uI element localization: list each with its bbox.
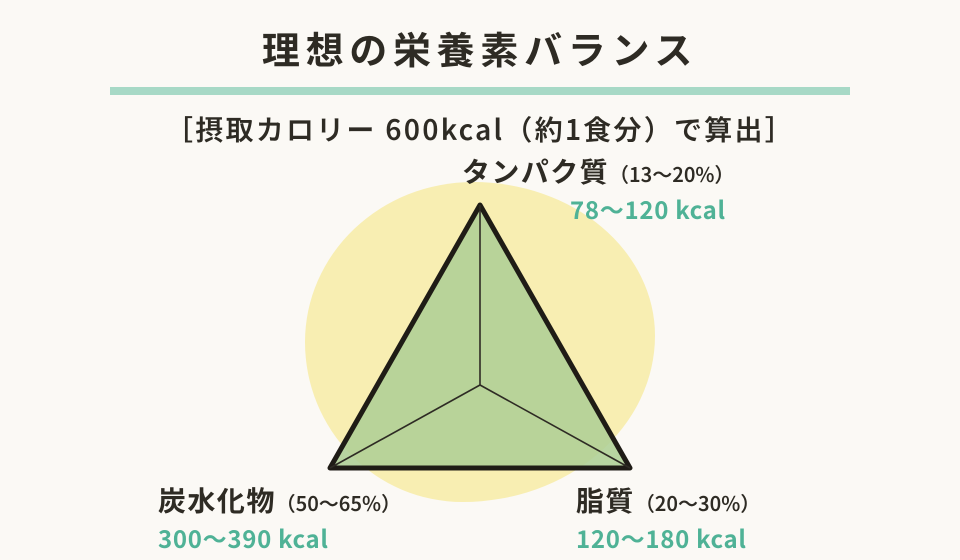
protein-pct: （13～20%） <box>609 159 734 188</box>
carb-pct: （50～65%） <box>276 488 401 517</box>
fat-pct: （20～30%） <box>635 488 760 517</box>
infographic-root: 理想の栄養素バランス ［摂取カロリー 600kcal（約1食分）で算出］ タンパ… <box>0 0 960 560</box>
protein-kcal: 78～120 kcal <box>570 193 734 225</box>
nutrient-triangle-chart: タンパク質（13～20%） 78～120 kcal 炭水化物（50～65%） 3… <box>0 0 960 560</box>
carb-name: 炭水化物 <box>158 480 276 520</box>
label-protein: タンパク質（13～20%） 78～120 kcal <box>462 153 734 225</box>
label-carb: 炭水化物（50～65%） 300～390 kcal <box>158 482 401 554</box>
fat-name: 脂質 <box>576 480 635 520</box>
triangle-radar <box>0 0 960 560</box>
fat-kcal: 120～180 kcal <box>576 522 760 554</box>
protein-name: タンパク質 <box>462 151 609 191</box>
label-fat: 脂質（20～30%） 120～180 kcal <box>576 482 760 554</box>
carb-kcal: 300～390 kcal <box>158 522 401 554</box>
